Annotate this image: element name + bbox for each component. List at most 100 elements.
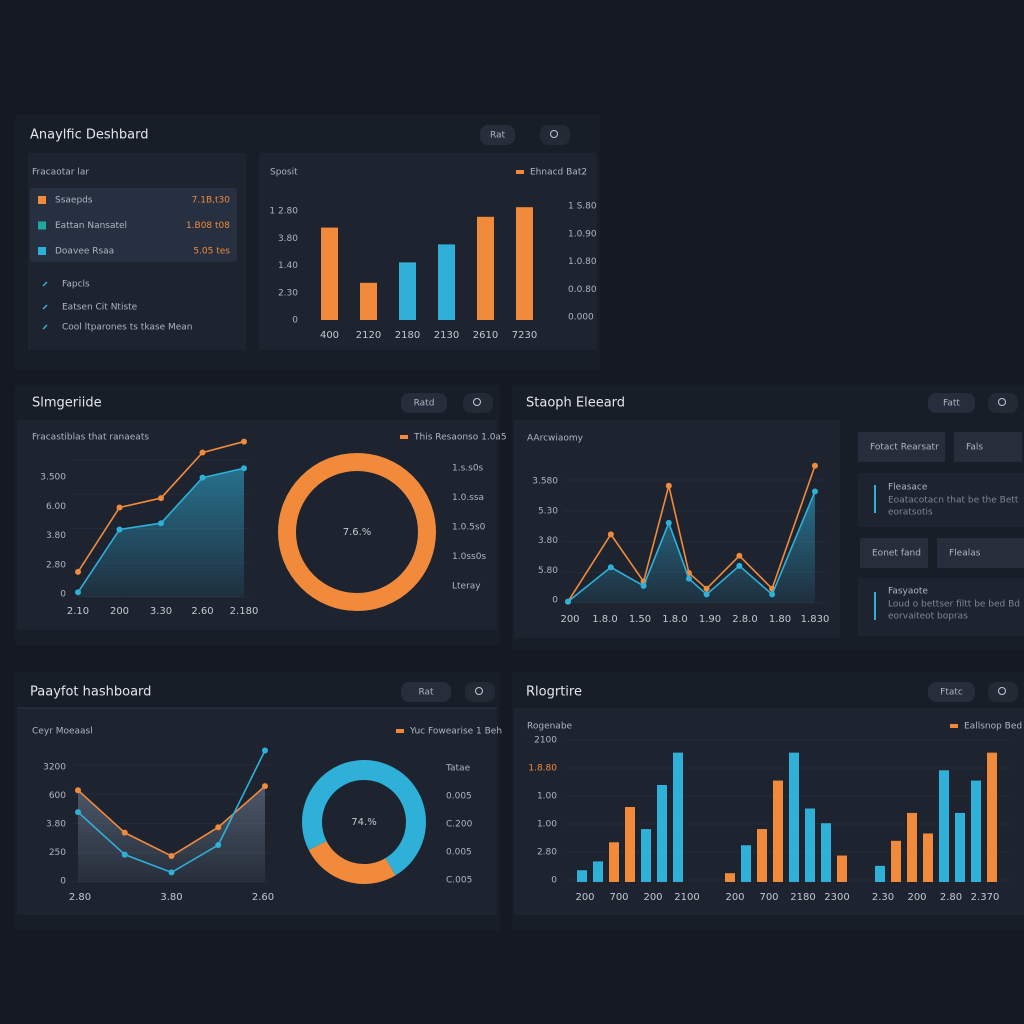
bar xyxy=(477,216,494,320)
card-title: Fracaotar lar xyxy=(32,168,89,178)
side-card-text: Eoatacotacn that be the Bett xyxy=(888,496,1019,506)
x-tick-label: 2300 xyxy=(824,892,849,903)
bar xyxy=(438,244,455,320)
button[interactable] xyxy=(928,393,975,413)
button[interactable] xyxy=(937,538,1024,568)
icon-button[interactable] xyxy=(463,393,493,413)
row-swatch xyxy=(38,221,46,230)
x-tick-label: 2100 xyxy=(674,892,699,903)
point xyxy=(262,783,268,790)
section-title: Slmgeriide xyxy=(32,396,102,411)
button[interactable] xyxy=(401,393,447,413)
point xyxy=(215,842,222,849)
axis-label: 3200 xyxy=(43,763,66,773)
axis-label: 600 xyxy=(49,791,66,801)
button-label: Fotact Rearsatr xyxy=(870,443,939,453)
button-label: Ftatc xyxy=(940,688,963,698)
button[interactable] xyxy=(480,125,515,145)
icon xyxy=(473,398,481,406)
x-tick-label: 2.180 xyxy=(230,606,259,617)
side-card-text: Loud o bettser filtt be bed Bd xyxy=(888,600,1020,610)
icon xyxy=(550,130,558,138)
axis-label: 0 xyxy=(551,876,557,886)
point xyxy=(75,809,81,816)
axis-label: 1.0.ssa xyxy=(452,493,484,503)
axis-label: 1.00 xyxy=(537,820,557,830)
axis-label: 1.0.90 xyxy=(568,229,597,239)
point xyxy=(703,591,710,598)
axis-label: 0.005 xyxy=(446,848,472,858)
button[interactable] xyxy=(401,682,451,702)
axis-label: 5.30 xyxy=(538,506,558,516)
chart-title: Fracastiblas that ranaeats xyxy=(32,433,149,443)
bar xyxy=(657,784,667,882)
button[interactable] xyxy=(954,432,1022,462)
button-label: Rat xyxy=(490,131,506,141)
section-title: Anaylfic Deshbard xyxy=(30,128,148,143)
x-tick-label: 3.30 xyxy=(150,606,172,617)
bar xyxy=(789,752,799,882)
legend-label: Ehnacd Bat2 xyxy=(530,168,587,178)
icon-button[interactable] xyxy=(988,393,1018,413)
side-card-title: Fleasace xyxy=(888,483,928,493)
side-card-title: Fasyaote xyxy=(888,587,928,597)
axis-label: 1.0ss0s xyxy=(452,552,486,562)
card xyxy=(514,420,840,638)
x-tick-label: 200 xyxy=(575,892,594,903)
axis-label: 0 xyxy=(292,316,298,326)
point xyxy=(703,585,710,592)
bar xyxy=(577,870,587,882)
button-label: Fatt xyxy=(943,399,960,409)
point xyxy=(158,520,164,527)
point xyxy=(199,449,206,456)
bar xyxy=(971,780,981,882)
x-tick-label: 2.370 xyxy=(971,892,1000,903)
x-tick-label: 1.80 xyxy=(769,614,791,625)
icon-button[interactable] xyxy=(988,682,1018,702)
button-label: Rat xyxy=(418,688,434,698)
x-tick-label: 3.80 xyxy=(160,892,182,903)
bar xyxy=(516,207,533,320)
x-tick-label: 2120 xyxy=(356,330,381,341)
point xyxy=(607,531,614,538)
icon xyxy=(998,398,1006,406)
x-tick-label: 400 xyxy=(320,330,339,341)
button-label: Fals xyxy=(966,443,983,453)
axis-label: 1.0.5s0 xyxy=(452,523,486,533)
button-label: Ratd xyxy=(414,399,435,409)
button-label: Flealas xyxy=(949,549,981,559)
button[interactable] xyxy=(928,682,975,702)
axis-label: Lteray xyxy=(452,582,481,592)
axis-label: 0 xyxy=(60,590,66,600)
area xyxy=(568,491,815,603)
bar xyxy=(773,780,783,882)
x-tick-label: 7230 xyxy=(512,330,537,341)
row-value: 5.05 tes xyxy=(193,247,230,257)
bar xyxy=(837,855,847,882)
axis-label: 0 xyxy=(552,596,558,606)
point xyxy=(665,482,672,489)
bar xyxy=(891,840,901,882)
point xyxy=(607,564,614,571)
icon-button[interactable] xyxy=(465,682,495,702)
bar xyxy=(805,808,815,882)
axis-label: 250 xyxy=(49,848,66,858)
x-tick-label: 200 xyxy=(560,614,579,625)
point xyxy=(75,787,81,794)
button[interactable] xyxy=(858,432,945,462)
bar xyxy=(321,227,338,320)
axis-label: C.200 xyxy=(446,820,473,830)
bar xyxy=(625,807,635,882)
chart-title: AArcwiaomy xyxy=(527,434,584,444)
axis-label: 3.500 xyxy=(40,473,66,483)
axis-label: 0.005 xyxy=(446,792,472,802)
point xyxy=(262,747,268,754)
icon-button[interactable] xyxy=(540,125,570,145)
axis-label: 1.40 xyxy=(278,261,298,271)
row-label: Eattan Nansatel xyxy=(55,221,127,231)
point xyxy=(116,526,123,533)
x-tick-label: 2130 xyxy=(434,330,459,341)
point xyxy=(215,824,222,831)
button[interactable] xyxy=(860,538,928,568)
